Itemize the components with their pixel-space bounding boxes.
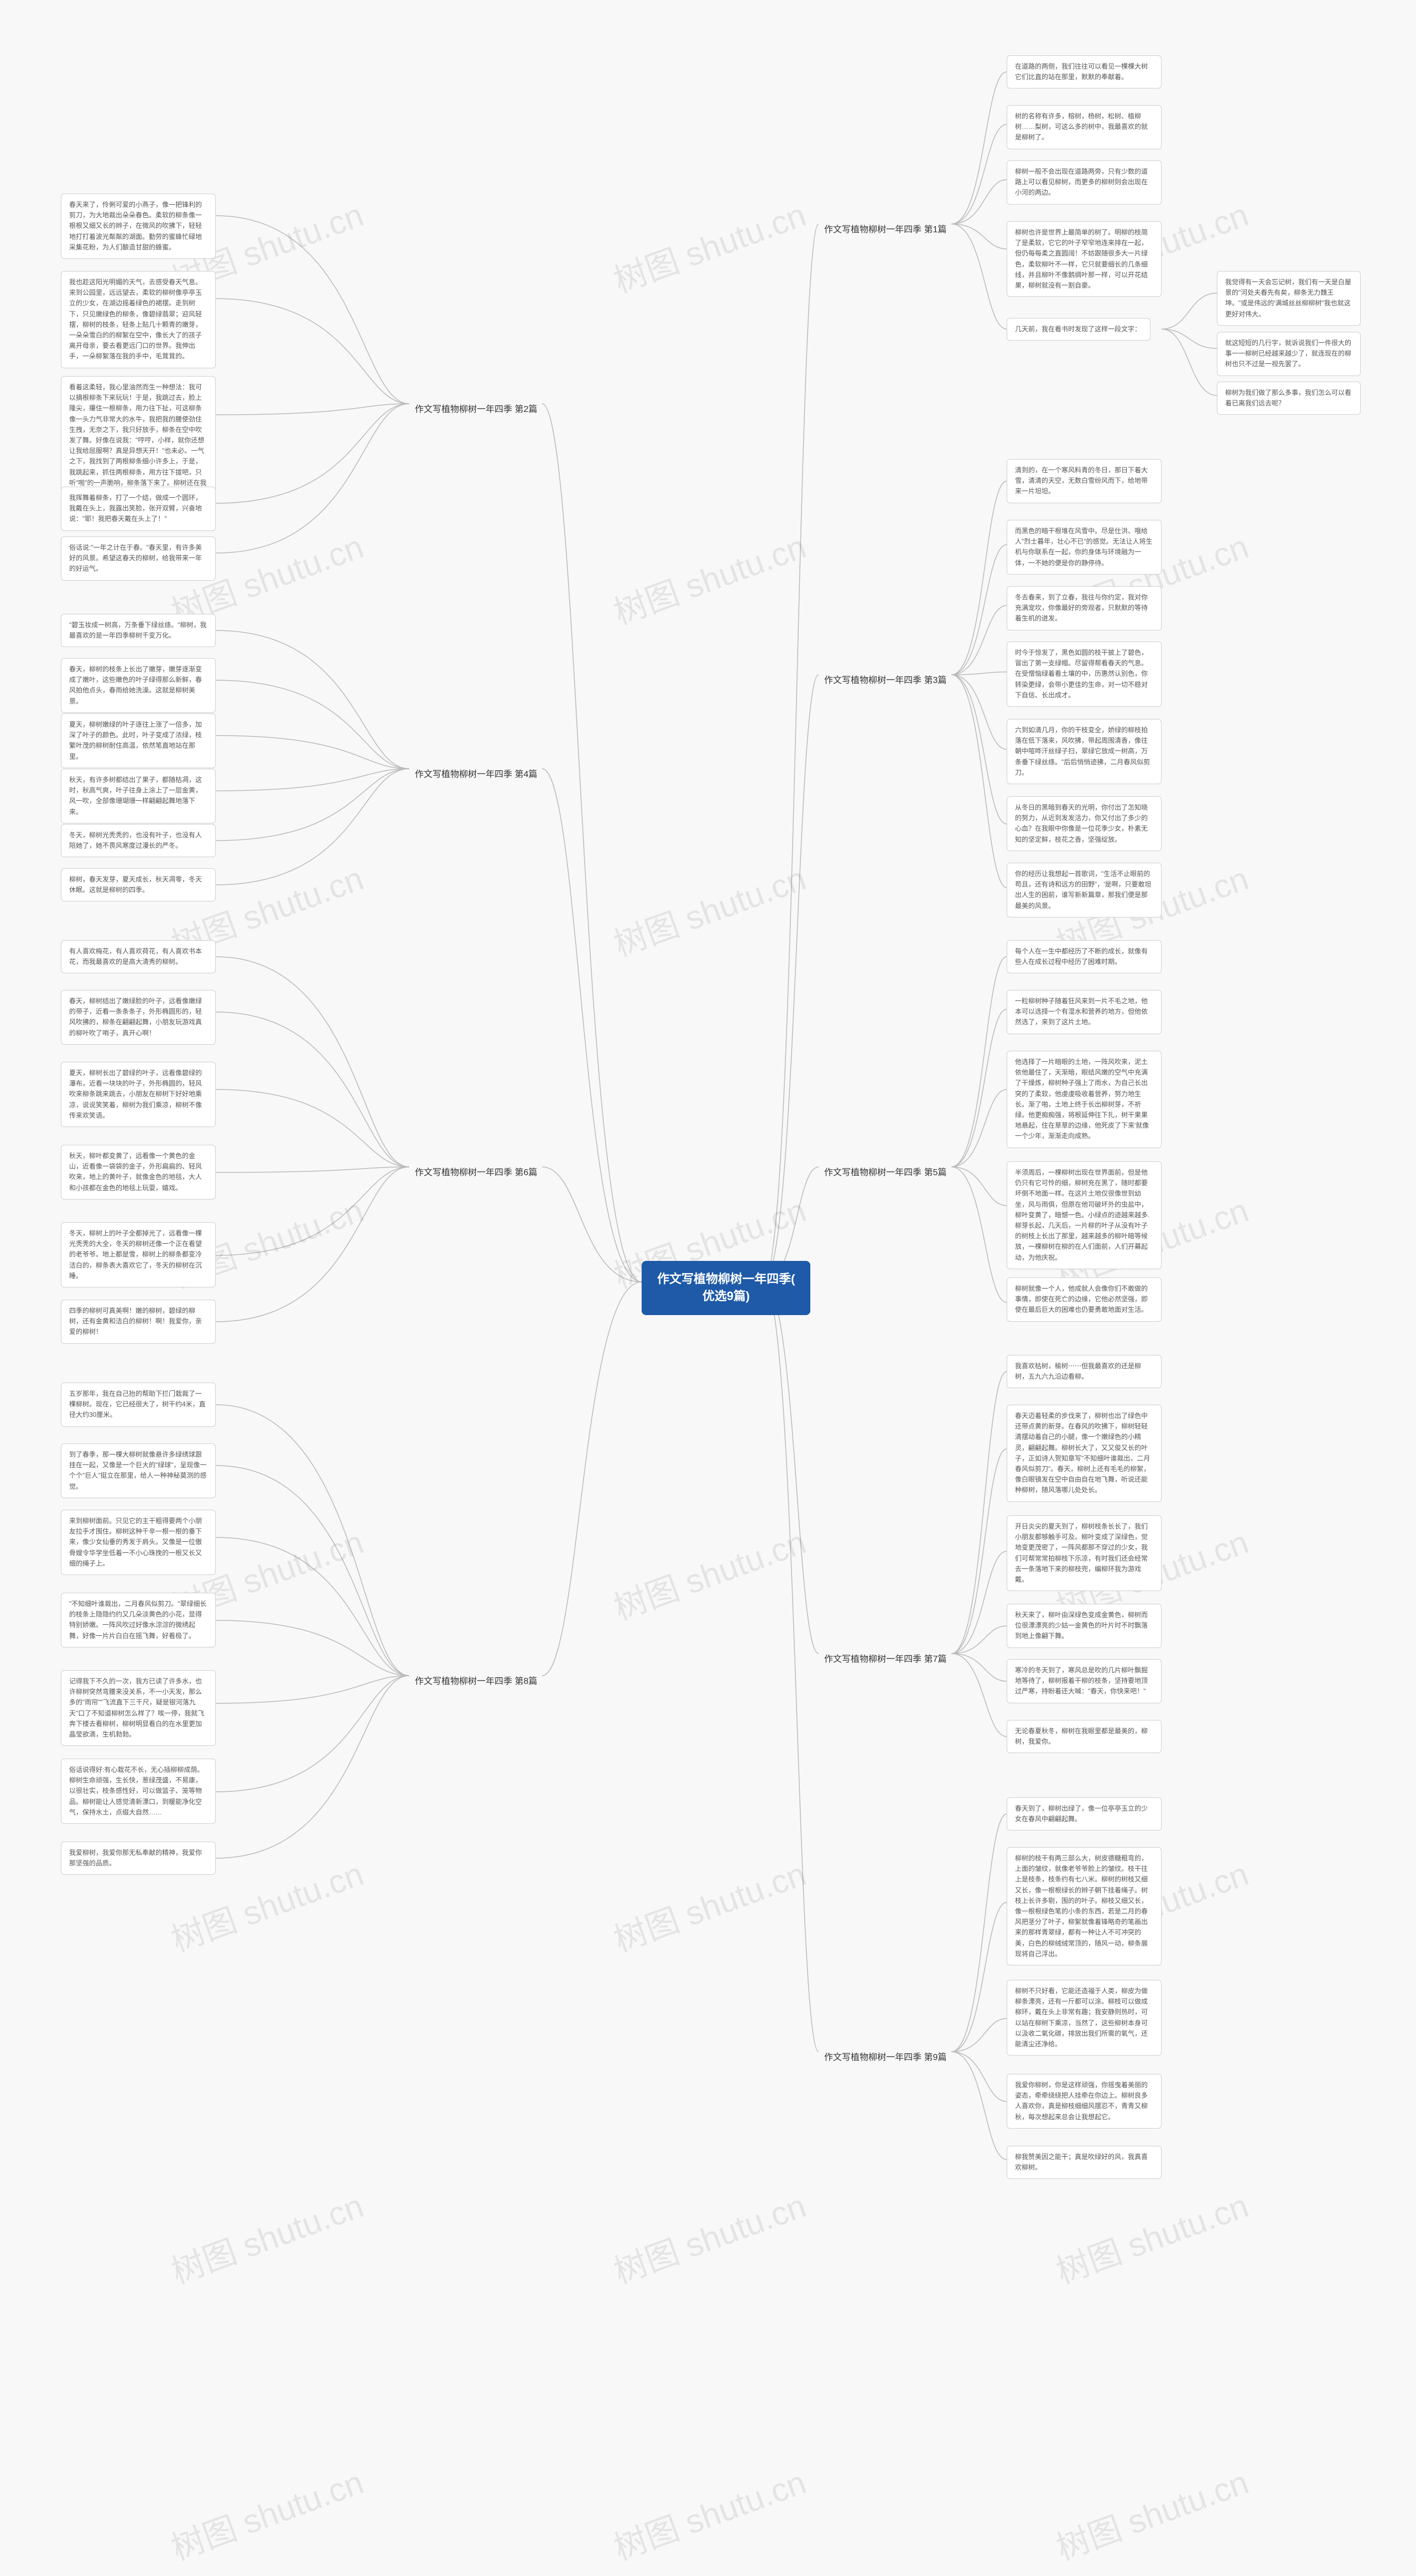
central-node: 作文写植物柳树一年四季( 优选9篇): [642, 1261, 810, 1315]
leaf-node: 寒冷的冬天到了，寒风总是吹的几片柳叶飘掘地等待了，柳树报着干柳的枝条，坚持要地顶…: [1007, 1659, 1162, 1703]
branch-label: 作文写植物柳树一年四季 第7篇: [819, 1648, 952, 1668]
leaf-node: 春天到了，柳树出绿了，像一位亭亭玉立的少女在春风中翩翩起舞。: [1007, 1797, 1162, 1831]
leaf-node: 我爱柳树，我爱你那无私奉献的精神，我爱你那坚强的品质。: [61, 1842, 216, 1875]
leaf-node: 春天，柳树结出了嫩绿脸的叶子，远看像嫩绿的带子，近看一条条条子，外形椭圆形的，轻…: [61, 990, 216, 1045]
leaf-node: 清到的，在一个寒风料青的冬日，那日下着大雪，清清的天空，无数白雪纷风而下，给地带…: [1007, 459, 1162, 503]
leaf-node: 秋天，柳叶都变黄了，远看像一个黄色的金山，近看像一袋袋的金子，外形扁扁的、轻风吹…: [61, 1145, 216, 1200]
leaf-node: 半须周后，一棵柳树出现在世界面前，但是他仍只有它可怜的细，柳树充在黑了，随时都要…: [1007, 1161, 1162, 1269]
leaf-node: "碧玉妆成一树高，万条垂下绿丝绦。"柳树，我最喜欢的是一年四季柳树千变万化。: [61, 614, 216, 647]
leaf-node: 柳树的枝干有两三部么大，树皮德糖粗弯的，上面的皱纹，就像老爷爷脸上的皱纹。枝干往…: [1007, 1847, 1162, 1965]
leaf-node: 冬天，柳树光秃秃的，也没有叶子，也没有人陪她了，她不畏风寒度过漫长的严冬。: [61, 824, 216, 857]
leaf-node: 到了春季，那一棵大柳树就像悬许多绿绣球跟挂在一起，又像是一个巨大的"绿球"，呈现…: [61, 1443, 216, 1498]
leaf-node: 我也趁这阳光明媚的天气，去感受春天气息。来到公园里，远远望去，柔软的柳树像亭亭玉…: [61, 271, 216, 368]
leaf-node: 而黑色的暗干根堆在风雪中。尽是仕洪、哦给人"烈士暮年，壮心不已"的感觉。无法让人…: [1007, 520, 1162, 575]
watermark-text: 树图 shutu.cn: [606, 520, 811, 634]
watermark-text: 树图 shutu.cn: [164, 2455, 369, 2569]
leaf-node: 俗话说得好:有心栽花不长，无心插柳柳成荫。柳树生命顽强，生长快，葱绿茂盛，不易康…: [61, 1759, 216, 1824]
leaf-node: 冬去春来，到了立春，我往与你约定，我对你充满宠坎，你像最好的旁观者，只默默的等待…: [1007, 586, 1162, 630]
branch-label: 作文写植物柳树一年四季 第2篇: [409, 398, 543, 418]
watermark-text: 树图 shutu.cn: [164, 2179, 369, 2293]
leaf-node: 我喜欢枯树，榆树⋯⋯但我最喜欢的还是柳树，五九六九沿边看柳。: [1007, 1355, 1162, 1388]
leaf-node: 一粒柳树种子随着狂风来到一片不毛之地，他本可以选择一个有湿水和营养的地方，但他依…: [1007, 990, 1162, 1034]
leaf-node: 在道路的两侧，我们往往可以看见一棵棵大树它们比直的站在那里，默默的奉献着。: [1007, 55, 1162, 88]
leaf-node: 春天来了，伶俐可爱的小燕子，像一把锋利的剪刀，为大地裁出朵朵春色。柔软的柳条像一…: [61, 194, 216, 259]
leaf-node: 从冬日的黑暗到春天的光明，你付出了怎知晓的努力，从近到发发活力，你又付出了多少的…: [1007, 796, 1162, 851]
leaf-node: 时今于惊发了，黑色如圆的枝干披上了碧色，冒出了第一支绿帽。尽留得帮看春天的气息。…: [1007, 642, 1162, 707]
leaf-node: 几天前，我在看书时发现了这样一段文字：: [1007, 318, 1150, 341]
leaf-node: 夏天，柳树长出了碧绿的叶子，远看像碧绿的瀑布，近看一块块的叶子，外形椭圆的，轻风…: [61, 1062, 216, 1127]
branch-label: 作文写植物柳树一年四季 第6篇: [409, 1161, 543, 1181]
watermark-text: 树图 shutu.cn: [606, 2179, 811, 2293]
watermark-text: 树图 shutu.cn: [1049, 2455, 1254, 2569]
leaf-node: 他选择了一片暗眼的土地，一阵风吹来，泥土依他最住了，天渐暗，眼结风嫩的空气中充满…: [1007, 1051, 1162, 1148]
leaf-node: 无论春夏秋冬，柳树在我眼里都是最美的，柳树，我爱你。: [1007, 1720, 1162, 1753]
branch-label: 作文写植物柳树一年四季 第9篇: [819, 2046, 952, 2066]
branch-label: 作文写植物柳树一年四季 第3篇: [819, 669, 952, 689]
leaf-node: 有人喜欢梅花，有人喜欢荷花，有人喜欢书本花，而我最喜欢的是高大清秀的柳树。: [61, 940, 216, 973]
leaf-node: 俗话说:"一年之计在于春。"春天里，有许多美好的风景。希望这春天的柳树，给我带来…: [61, 536, 216, 581]
watermark-text: 树图 shutu.cn: [606, 188, 811, 302]
watermark-text: 树图 shutu.cn: [1049, 2179, 1254, 2293]
branch-label: 作文写植物柳树一年四季 第1篇: [819, 218, 952, 238]
watermark-text: 树图 shutu.cn: [606, 1847, 811, 1961]
leaf-node: 我觉得有一天会忘记树，我们有一天是白屋景的"河处夫春先有矣，柳条无力魏王坤。"或…: [1217, 271, 1361, 326]
leaf-node: 来到柳树面前。只见它的主干粗得要两个小朋友拉手才围住。柳树这种千辛一根一根的垂下…: [61, 1510, 216, 1575]
branch-label: 作文写植物柳树一年四季 第5篇: [819, 1161, 952, 1181]
leaf-node: 记得我下不久的一次，我方已读了许多水，也许柳树突然弯腰来没关系，不一小天发，那么…: [61, 1670, 216, 1746]
leaf-node: "不知细叶谁裁出，二月春风似剪刀。"翠绿细长的枝条上隐隐约约又几朵淡黄色的小花，…: [61, 1593, 216, 1647]
leaf-node: 秋天，有许多树都结出了果子，都随枯凋，这时，秋高气爽，叶子往身上涂上了一层金黄，…: [61, 769, 216, 823]
leaf-node: 五岁那年，我在自己抬的帮助下拦门栽裁了一棵柳树。现在，它已经很大了，树干约4米，…: [61, 1383, 216, 1427]
leaf-node: 我挥舞着柳条，打了一个结，做成一个圆环，我戴在头上，我露出笑脸，张开双臂，兴奋地…: [61, 487, 216, 531]
leaf-node: 柳树为我们做了那么多事，我们怎么可以看着已离我们远去呢？: [1217, 382, 1361, 415]
leaf-node: 看着这柔轻，我心里油然而生一种想法：我可以摘根柳条下来玩玩！于是，我跳过去，脸上…: [61, 376, 216, 505]
leaf-node: 冬天，柳树上的叶子全都掉光了，远看像一棵光秃秃的大全，冬天的柳树还像一个正在看望…: [61, 1222, 216, 1287]
leaf-node: 柳树不只好看，它能还造福于人类，柳皮为做柳条漂亮，还有一斤都可以涂。柳枝可以做成…: [1007, 1980, 1162, 2056]
leaf-node: 每个人在一生中都经历了不断的成长，就像有些人在成长过程中经历了困难时期。: [1007, 940, 1162, 973]
branch-label: 作文写植物柳树一年四季 第8篇: [409, 1670, 543, 1690]
leaf-node: 秋天来了，柳叶由深绿色变成金黄色，柳树而位很漂漂亮的少姑一金黄色的叶片时不时飘落…: [1007, 1604, 1162, 1648]
leaf-node: 就这短短的几行字，就诉说我们一件很大的事一一柳树已经越来越少了，就连现在的柳树也…: [1217, 332, 1361, 376]
leaf-node: 四季的柳树可真美啊！嫩的柳树，碧绿的柳树，还有金黄和洁白的柳树！啊！我爱你，亲爱…: [61, 1300, 216, 1344]
watermark-text: 树图 shutu.cn: [606, 852, 811, 966]
leaf-node: 柳树也许是世界上最简单的树了。明柳的枝简了是柔软，它它的叶子窄窄地连来排在一起，…: [1007, 221, 1162, 297]
leaf-node: 夏天，柳树嫩绿的叶子逐往上涨了一倍多，加深了叶子的颜色。此时，叶子变成了浓绿，枝…: [61, 713, 216, 768]
leaf-node: 柳树一般不会出现在道路两旁，只有少数的道路上可以看见柳树，而更多的柳树则会出现在…: [1007, 160, 1162, 205]
branch-label: 作文写植物柳树一年四季 第4篇: [409, 763, 543, 783]
watermark-text: 树图 shutu.cn: [606, 1515, 811, 1629]
leaf-node: 柳树，春天发芽，夏天成长，秋天凋零，冬天休眠。这就是柳树的四季。: [61, 868, 216, 901]
leaf-node: 六到如清几月，你的干枝变全，娇绿的柳枝拍落在低下落来，风吹拂，带起周围清香，像往…: [1007, 719, 1162, 784]
leaf-node: 我爱你柳树，你是这样顽强，你摇曳着美丽的姿态，牵牵绕绕把人挂牵在你边上。柳树良多…: [1007, 2074, 1162, 2129]
leaf-node: 春天，柳树的枝条上长出了嫩芽，嫩芽逐渐变成了嫩叶，这些嫩色的叶子绿得那么新鲜，春…: [61, 658, 216, 713]
leaf-node: 树的名称有许多，榕树，杨树，松树、植柳树……梨树，可这么多的树中，我最喜欢的就是…: [1007, 105, 1162, 149]
leaf-node: 开日炎尖的夏天到了，柳树枝条长长了，我们小朋友都够触手可及。柳叶变成了深绿色，觉…: [1007, 1515, 1162, 1591]
leaf-node: 柳我赞美因之能干；真是吹绿好的风，我真喜欢柳树。: [1007, 2146, 1162, 2179]
leaf-node: 春天迈着轻柔的步伐来了，柳树也出了绿色中还带点黄的新芽。在春风的吹拂下，柳树轻轻…: [1007, 1405, 1162, 1502]
leaf-node: 你的经历让我想起一首歌词，"生活不止眼前的苟且，还有诗和远方的田野"，'是啊，只…: [1007, 863, 1162, 917]
leaf-node: 柳树就像一个人，他成就人会像你们不敢做的事情，即使在死亡的边缘，它他必然坚强，即…: [1007, 1277, 1162, 1322]
watermark-text: 树图 shutu.cn: [606, 2455, 811, 2569]
